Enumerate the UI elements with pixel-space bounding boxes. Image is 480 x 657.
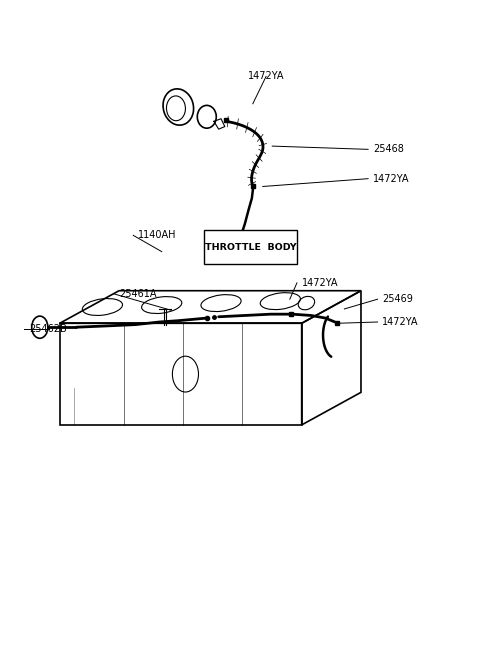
Text: 1140AH: 1140AH (138, 231, 177, 240)
Text: THROTTLE  BODY: THROTTLE BODY (205, 242, 297, 252)
Text: 25461A: 25461A (119, 289, 156, 299)
Text: 25462B: 25462B (29, 323, 67, 334)
Text: 1472YA: 1472YA (383, 317, 419, 327)
Text: 1472YA: 1472YA (248, 72, 284, 81)
Text: 25469: 25469 (383, 294, 413, 304)
Text: 1472YA: 1472YA (301, 278, 338, 288)
Text: 1472YA: 1472YA (373, 173, 409, 184)
FancyBboxPatch shape (204, 230, 297, 264)
Text: 25468: 25468 (373, 145, 404, 154)
